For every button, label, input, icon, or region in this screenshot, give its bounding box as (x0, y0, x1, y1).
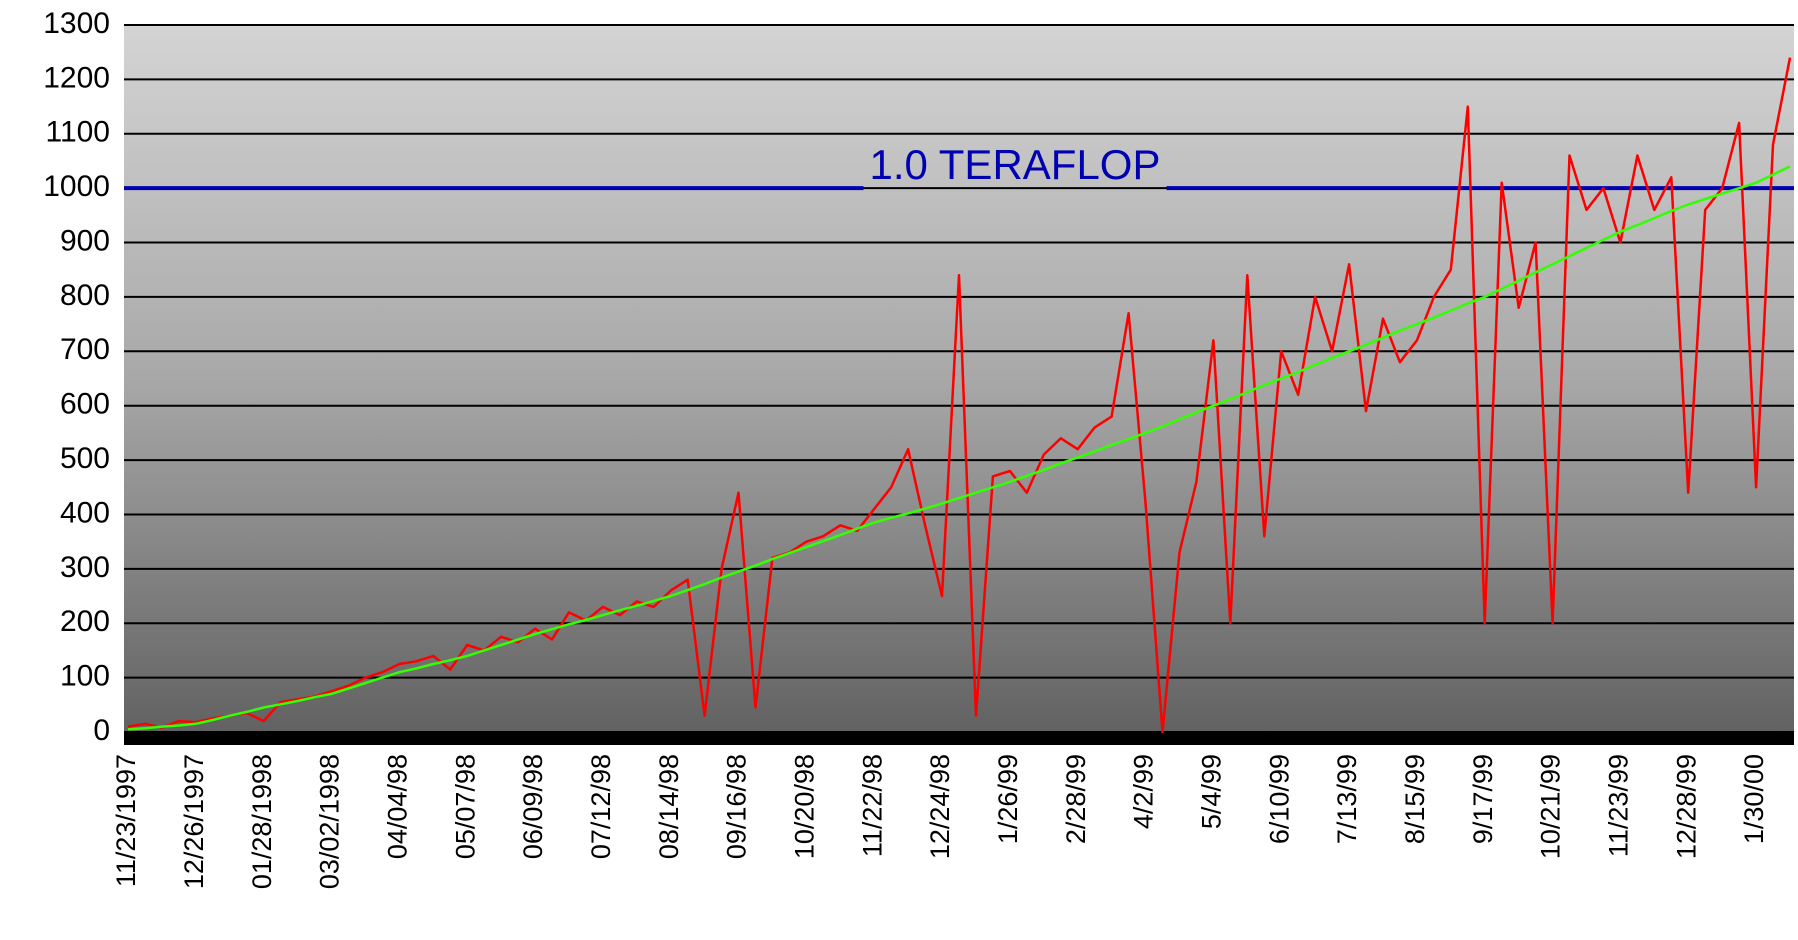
x-tick-label: 09/16/98 (722, 754, 752, 859)
x-tick-label: 2/28/99 (1061, 754, 1091, 844)
y-tick-label: 200 (60, 605, 110, 638)
y-tick-label: 0 (93, 714, 110, 747)
y-tick-label: 1100 (45, 116, 110, 149)
y-tick-label: 500 (60, 442, 110, 475)
x-tick-label: 11/22/98 (857, 754, 887, 857)
y-tick-label: 600 (60, 388, 110, 421)
y-tick-label: 700 (60, 333, 110, 366)
x-tick-label: 11/23/99 (1604, 754, 1634, 857)
x-tick-label: 11/23/1997 (111, 754, 141, 887)
x-tick-label: 04/04/98 (382, 754, 412, 859)
x-tick-label: 06/09/98 (518, 754, 548, 859)
x-axis (124, 732, 1794, 745)
x-tick-label: 9/17/99 (1468, 754, 1498, 844)
x-tick-label: 10/20/98 (789, 754, 819, 859)
x-tick-label: 6/10/99 (1264, 754, 1294, 844)
x-tick-label: 12/26/1997 (179, 754, 209, 889)
y-tick-label: 1000 (43, 170, 110, 203)
x-tick-label: 07/12/98 (586, 754, 616, 859)
x-tick-label: 8/15/99 (1400, 754, 1430, 844)
x-tick-label: 12/24/98 (925, 754, 955, 859)
x-tick-label: 03/02/1998 (315, 754, 345, 889)
x-tick-label: 01/28/1998 (247, 754, 277, 889)
x-tick-label: 12/28/99 (1671, 754, 1701, 859)
y-tick-label: 100 (60, 660, 110, 693)
x-tick-label: 4/2/99 (1129, 754, 1159, 829)
x-tick-label: 10/21/99 (1536, 754, 1566, 859)
data-line (127, 57, 1792, 734)
x-tick-label: 1/30/00 (1739, 754, 1769, 844)
y-tick-label: 1300 (43, 7, 110, 40)
x-tick-label: 1/26/99 (993, 754, 1023, 844)
data-line (127, 165, 1791, 731)
reference-label: 1.0 TERAFLOP (869, 141, 1160, 188)
y-tick-label: 1200 (43, 61, 110, 94)
y-tick-label: 800 (60, 279, 110, 312)
plot-area (124, 25, 1794, 732)
y-tick-label: 900 (60, 224, 110, 257)
x-tick-label: 05/07/98 (450, 754, 480, 859)
y-tick-label: 400 (60, 496, 110, 529)
y-tick-label: 300 (60, 551, 110, 584)
x-tick-label: 5/4/99 (1197, 754, 1227, 829)
x-tick-label: 7/13/99 (1332, 754, 1362, 844)
x-tick-label: 08/14/98 (654, 754, 684, 859)
